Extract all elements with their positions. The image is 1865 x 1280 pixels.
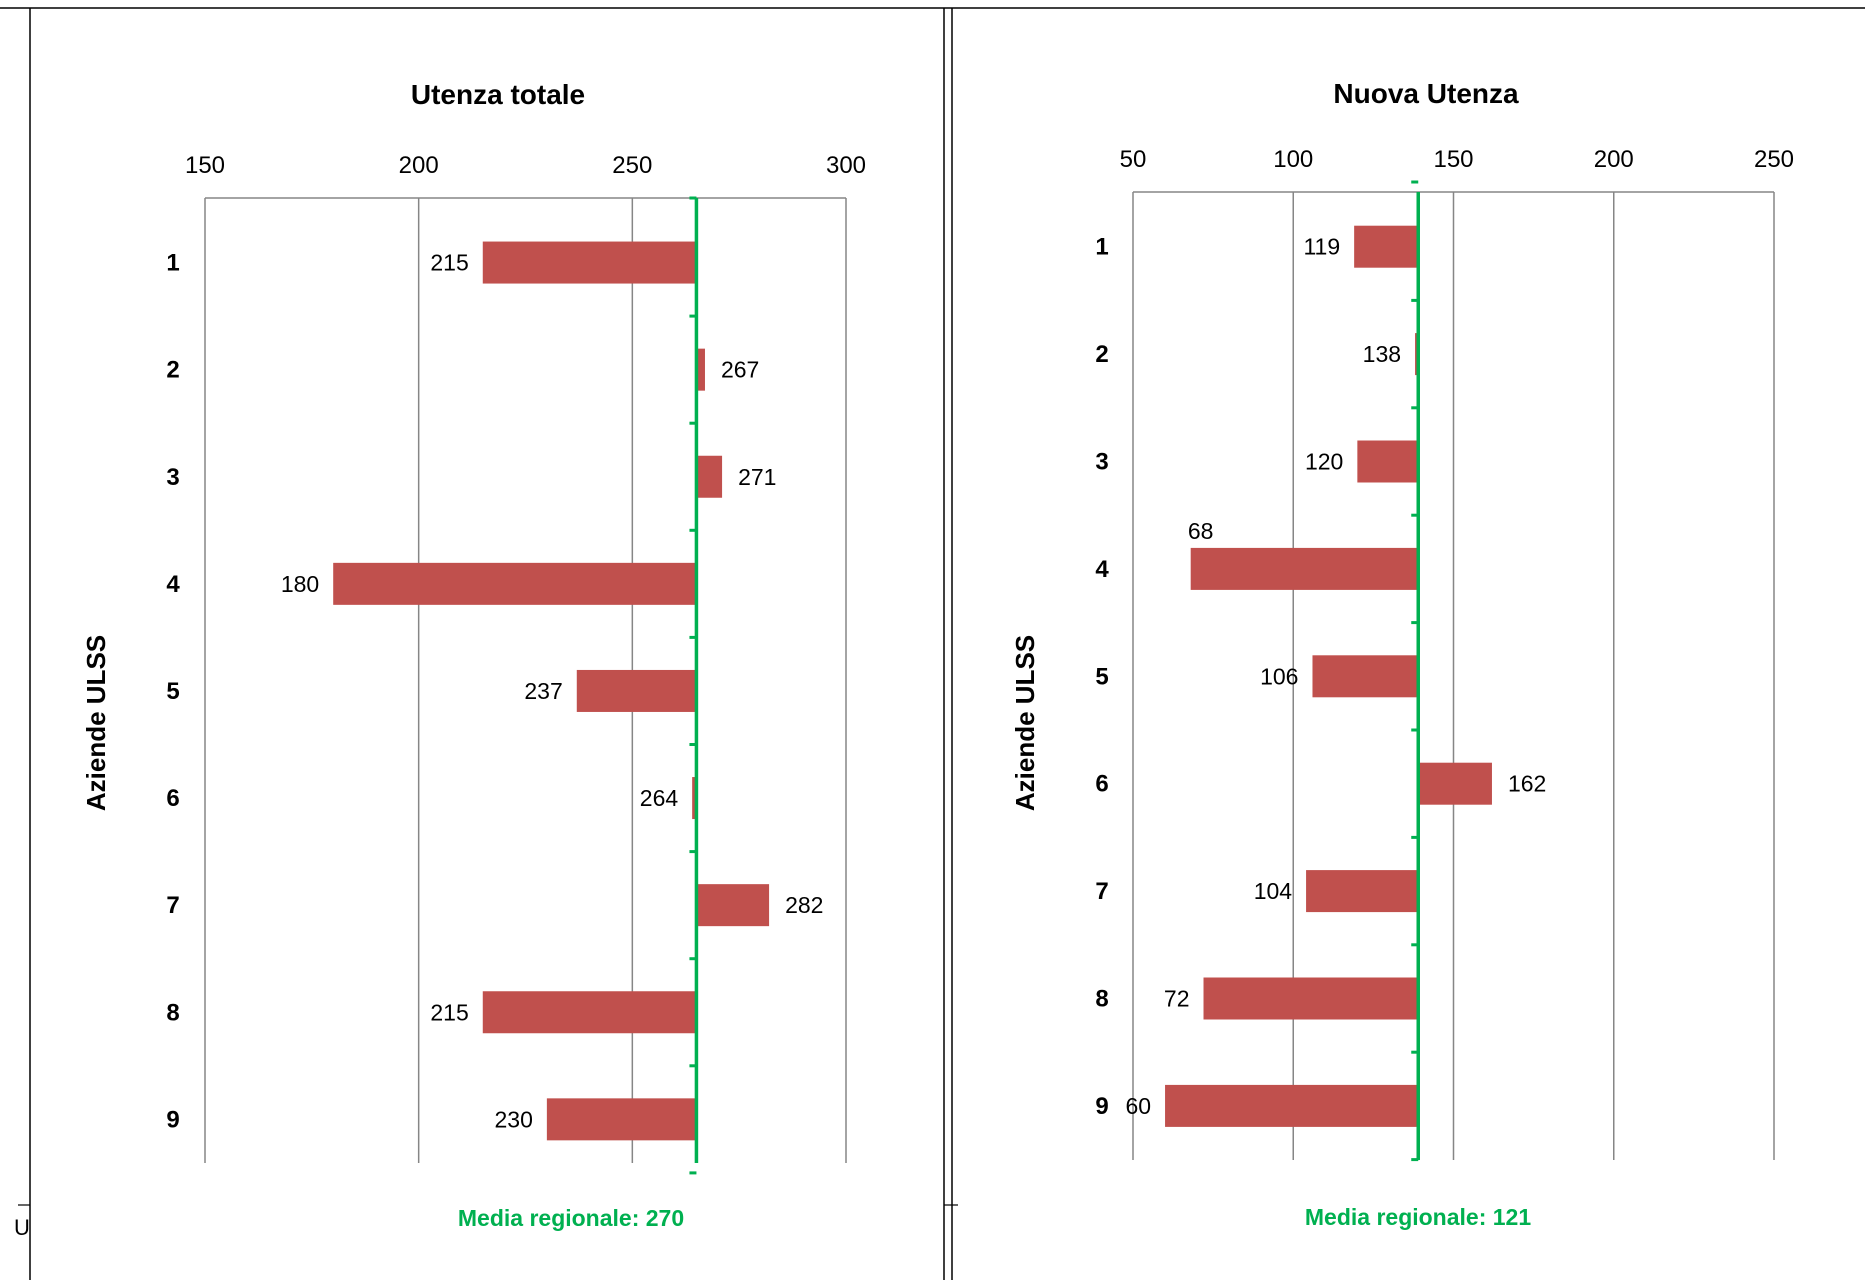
data-label: 215 — [430, 999, 468, 1025]
data-label: 60 — [1125, 1093, 1151, 1119]
chart-nuova-utenza: Nuova Utenza Aziende ULSS Media regional… — [1010, 78, 1794, 1230]
bar — [546, 1098, 697, 1141]
y-tick-label: 6 — [166, 785, 179, 812]
stray-text: U — [14, 1215, 30, 1240]
bar — [1354, 225, 1419, 268]
y-tick-label: 5 — [1095, 663, 1108, 690]
chart-utenza-totale: Utenza totale Aziende ULSS Media regiona… — [81, 79, 866, 1231]
data-label: 72 — [1164, 986, 1190, 1012]
y-tick-label: 9 — [166, 1106, 179, 1133]
bar — [1165, 1084, 1419, 1127]
chart-title: Nuova Utenza — [1333, 78, 1519, 109]
y-tick-label: 8 — [1095, 986, 1108, 1013]
bar — [1190, 547, 1419, 590]
bar — [1306, 870, 1419, 913]
data-label: 267 — [721, 357, 759, 383]
data-label: 282 — [785, 892, 823, 918]
data-label: 106 — [1260, 663, 1298, 689]
y-tick-label: 6 — [1095, 771, 1108, 798]
data-label: 119 — [1303, 234, 1340, 260]
bar — [696, 884, 770, 927]
mean-label: Media regionale: 270 — [458, 1205, 684, 1231]
x-tick-label: 150 — [1433, 146, 1473, 173]
bar — [576, 669, 697, 712]
bar — [696, 348, 705, 391]
y-tick-label: 1 — [1095, 234, 1108, 261]
x-tick-label: 250 — [612, 152, 652, 179]
y-tick-label: 7 — [166, 892, 179, 919]
x-tick-label: 100 — [1273, 146, 1313, 173]
page-frame: U — [0, 7, 1865, 1280]
y-axis-label: Aziende ULSS — [1010, 635, 1040, 811]
bar — [696, 455, 723, 498]
data-label: 138 — [1363, 341, 1401, 367]
bar — [482, 991, 697, 1034]
y-tick-label: 1 — [166, 250, 179, 277]
y-tick-label: 3 — [1095, 449, 1108, 476]
data-label: 162 — [1508, 771, 1546, 797]
bar — [692, 777, 697, 820]
chart-title: Utenza totale — [411, 79, 585, 110]
data-label: 120 — [1305, 449, 1343, 475]
bar — [482, 241, 697, 284]
data-label: 271 — [738, 464, 776, 490]
mean-label: Media regionale: 121 — [1305, 1204, 1531, 1230]
x-tick-label: 250 — [1754, 146, 1794, 173]
y-tick-label: 7 — [1095, 878, 1108, 905]
x-tick-label: 50 — [1120, 146, 1147, 173]
data-label: 104 — [1254, 878, 1293, 904]
data-label: 68 — [1188, 518, 1214, 544]
y-tick-label: 4 — [1095, 556, 1109, 583]
bar — [1312, 655, 1419, 698]
data-label: 215 — [430, 250, 468, 276]
data-label: 237 — [524, 678, 562, 704]
y-tick-label: 2 — [166, 357, 179, 384]
y-tick-label: 2 — [1095, 341, 1108, 368]
y-tick-label: 8 — [166, 999, 179, 1026]
x-tick-label: 300 — [826, 152, 866, 179]
y-tick-label: 5 — [166, 678, 179, 705]
x-tick-label: 200 — [1594, 146, 1634, 173]
data-label: 264 — [640, 785, 679, 811]
data-label: 180 — [281, 571, 319, 597]
y-tick-label: 3 — [166, 464, 179, 491]
bar — [1357, 440, 1419, 483]
y-tick-label: 9 — [1095, 1093, 1108, 1120]
x-tick-label: 200 — [399, 152, 439, 179]
bar — [1418, 762, 1492, 805]
x-tick-label: 150 — [185, 152, 225, 179]
bar — [1203, 977, 1419, 1020]
y-axis-label: Aziende ULSS — [81, 635, 111, 811]
bar — [333, 562, 697, 605]
data-label: 230 — [494, 1106, 532, 1132]
y-tick-label: 4 — [166, 571, 180, 598]
